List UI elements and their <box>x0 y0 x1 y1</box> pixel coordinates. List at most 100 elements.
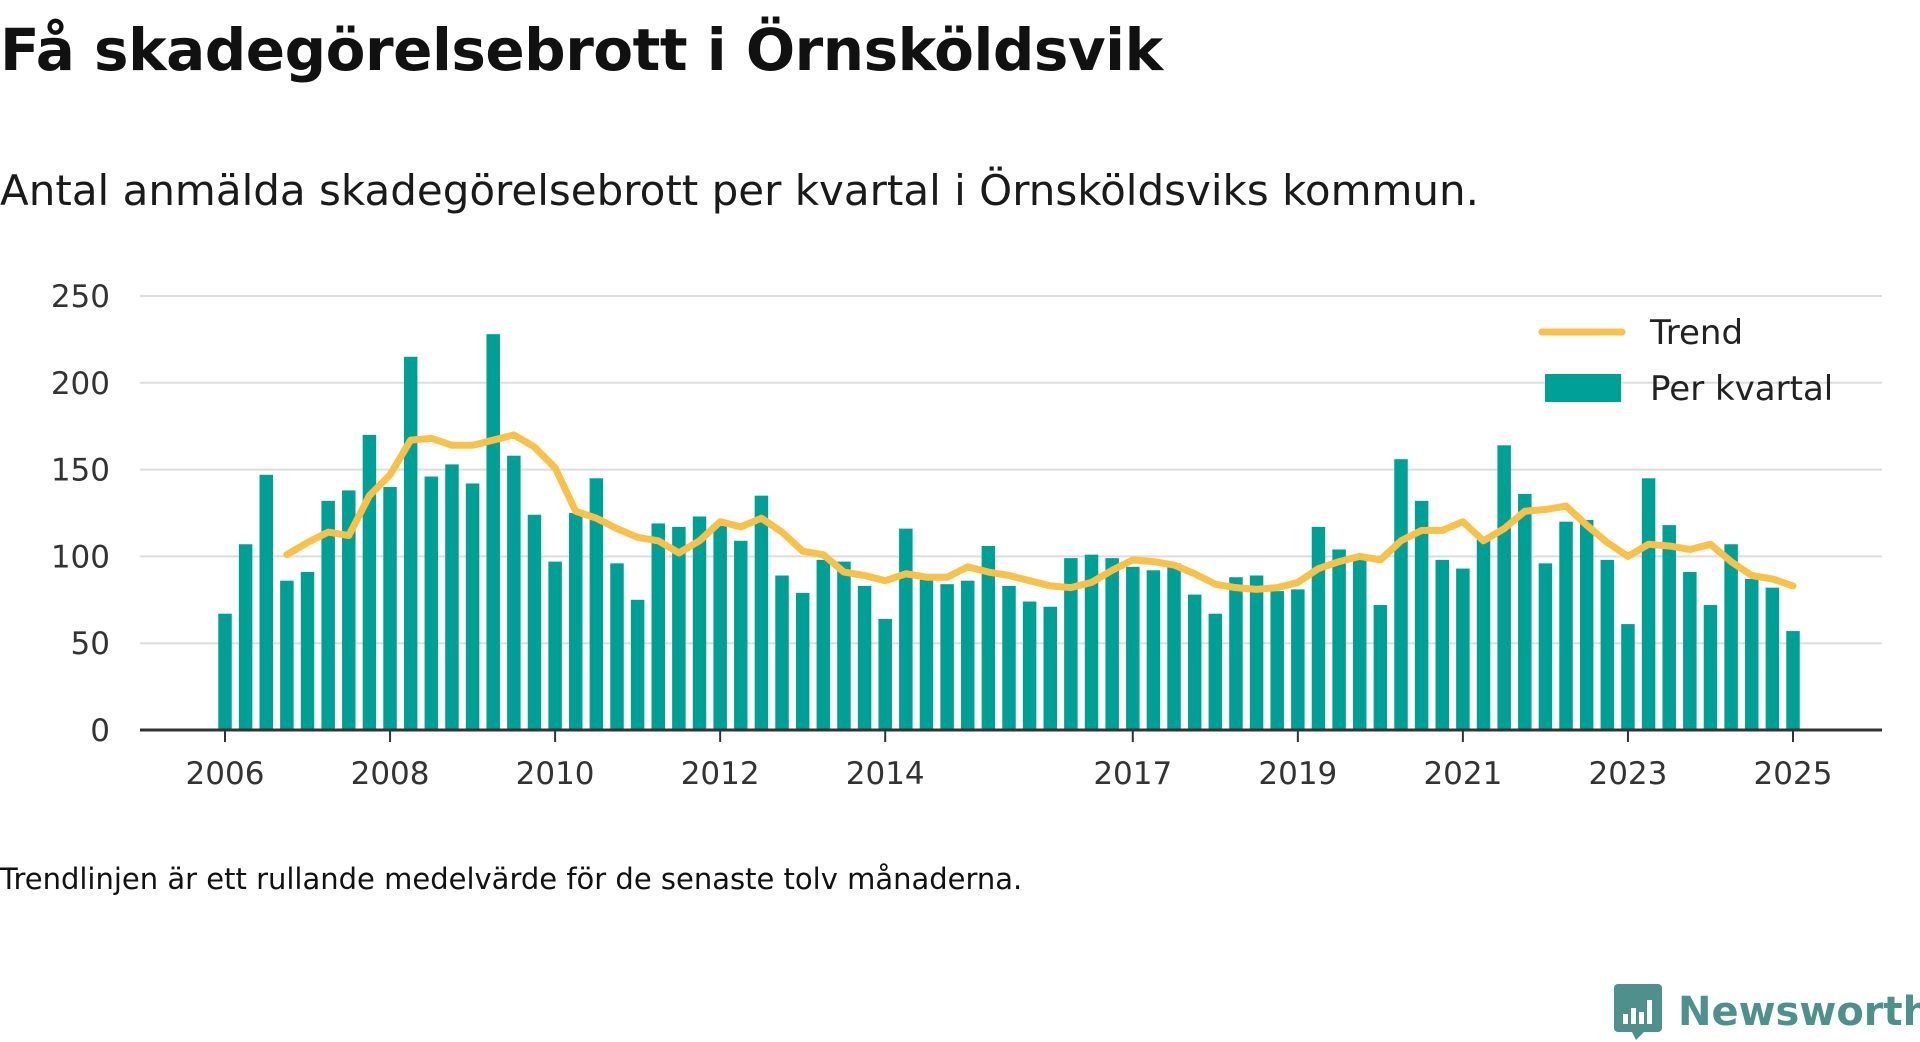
trend-series <box>283 431 1797 593</box>
bar <box>403 356 418 730</box>
bar-line-chart: 0 50 100 150 200 250 2006 2008 2010 2012 2014 2017… <box>51 279 1882 792</box>
bar <box>424 476 439 730</box>
x-tick-label: 2023 <box>1588 756 1667 792</box>
brand-name: Newsworthy <box>1678 989 1920 1035</box>
bar <box>1187 594 1202 730</box>
bar <box>589 478 604 730</box>
bar <box>734 540 748 730</box>
bar <box>940 584 954 730</box>
bar <box>507 455 521 730</box>
brand-logo: Newsworthy <box>1612 982 1920 1042</box>
x-tick-label: 2006 <box>186 756 265 792</box>
x-tick-label: 2014 <box>846 756 925 792</box>
bar <box>1229 577 1243 730</box>
bar <box>1518 493 1532 730</box>
legend-bars-label: Per kvartal <box>1650 369 1833 409</box>
bar <box>651 523 666 730</box>
bar <box>1497 445 1511 730</box>
legend-bars-swatch <box>1545 374 1621 402</box>
bar <box>1105 558 1119 730</box>
bar <box>1765 587 1780 730</box>
x-tick-label: 2021 <box>1423 756 1502 792</box>
bar-series <box>218 334 1800 730</box>
y-tick-label: 200 <box>51 366 110 402</box>
bar <box>672 526 686 730</box>
bar <box>610 563 624 730</box>
bar <box>1167 563 1181 730</box>
bar <box>754 495 769 730</box>
bar <box>1476 537 1491 730</box>
bar <box>1002 585 1016 730</box>
bar <box>238 544 253 730</box>
bar <box>300 572 315 730</box>
bar <box>280 580 294 730</box>
x-tick-label: 2008 <box>351 756 430 792</box>
bar <box>218 613 232 730</box>
bar <box>486 334 500 730</box>
y-tick-label: 150 <box>51 453 110 489</box>
bar <box>548 561 562 730</box>
bar <box>1538 563 1553 730</box>
bar <box>445 464 459 730</box>
bar <box>960 580 975 730</box>
bar <box>816 559 831 730</box>
bar <box>1662 525 1676 730</box>
bar <box>1724 544 1738 730</box>
bar <box>1291 589 1305 730</box>
bar <box>1270 591 1284 730</box>
bar <box>1414 500 1429 730</box>
bar <box>1022 601 1037 730</box>
bar <box>857 585 872 730</box>
bar <box>465 483 480 730</box>
bar <box>878 618 892 730</box>
x-tick-label: 2019 <box>1258 756 1337 792</box>
bar <box>1683 572 1697 730</box>
bar <box>383 486 397 730</box>
newsworthy-logo-icon <box>1614 984 1662 1040</box>
bar <box>899 528 913 730</box>
bar <box>1373 605 1388 730</box>
bar <box>981 545 996 730</box>
bar <box>713 525 727 730</box>
bar <box>775 575 789 730</box>
bar <box>321 500 335 730</box>
x-axis: 2006 2008 2010 2012 2014 2017 2019 2021 2023 2025 <box>140 728 1882 792</box>
bar <box>1084 554 1099 730</box>
chart-title: Få skadegörelsebrott i Örnsköldsvik <box>0 16 1163 84</box>
bar <box>1311 526 1326 730</box>
bar <box>1559 521 1573 730</box>
bar <box>527 514 542 730</box>
x-tick-label: 2025 <box>1754 756 1833 792</box>
y-axis-ticks: 0 50 100 150 200 250 <box>51 279 110 749</box>
x-tick-label: 2010 <box>516 756 595 792</box>
bar <box>837 561 851 730</box>
bar <box>1394 459 1408 730</box>
bar <box>1579 519 1594 730</box>
bar <box>692 516 707 730</box>
bar <box>1146 570 1161 730</box>
bar <box>1435 559 1450 730</box>
footnote: Trendlinjen är ett rullande medelvärde f… <box>0 862 1023 896</box>
bar <box>1744 578 1759 730</box>
bar <box>1600 559 1615 730</box>
bar <box>1249 575 1264 730</box>
legend: Trend Per kvartal <box>1538 313 1833 409</box>
x-tick-label: 2012 <box>681 756 760 792</box>
bar <box>342 490 356 730</box>
bar <box>1641 478 1656 730</box>
bar <box>1456 568 1470 730</box>
bar <box>259 474 274 730</box>
bar <box>919 578 934 730</box>
y-tick-label: 100 <box>51 539 110 575</box>
bar <box>362 434 377 730</box>
bar <box>1621 624 1635 730</box>
x-tick-label: 2017 <box>1093 756 1172 792</box>
bar <box>795 592 810 730</box>
y-tick-label: 0 <box>90 713 110 749</box>
y-tick-label: 250 <box>51 279 110 315</box>
bar <box>1703 605 1718 730</box>
bar <box>1043 606 1058 730</box>
trend-line <box>283 431 1797 593</box>
bar <box>1208 613 1223 730</box>
bar <box>1786 631 1800 730</box>
